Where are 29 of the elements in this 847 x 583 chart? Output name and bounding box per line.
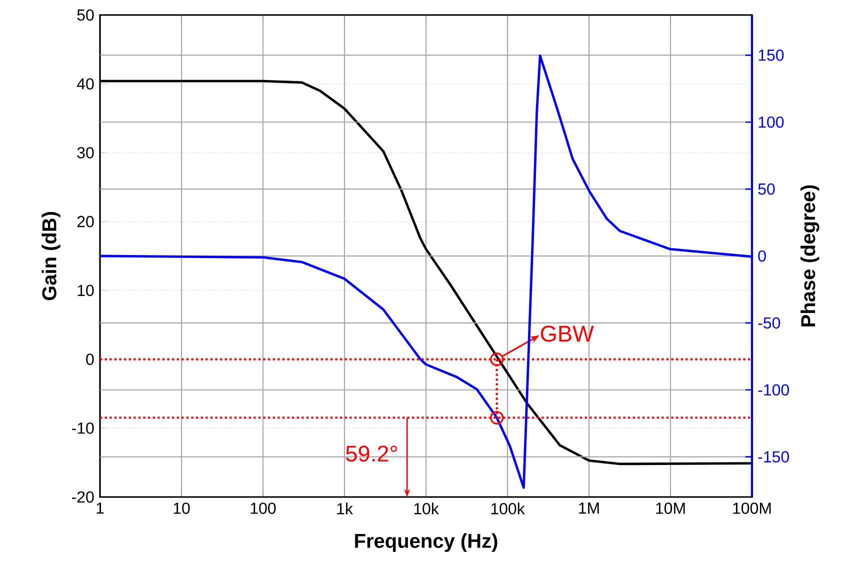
- y2-tick-label: 150: [758, 50, 784, 61]
- y-tick-label: 20: [77, 216, 94, 228]
- y2-tick-label: 100: [758, 116, 784, 128]
- x-axis-title: Frequency (Hz): [355, 533, 498, 552]
- x-tick-label: 1k: [337, 502, 353, 514]
- y2-tick-label: -150: [758, 451, 789, 462]
- y-tick-label: 10: [78, 284, 94, 296]
- y-tick-label: 40: [76, 78, 94, 90]
- y2-axis-title: Phase (degree): [800, 185, 820, 326]
- y2-tick-label: -100: [758, 384, 789, 396]
- y-tick-label: -20: [72, 491, 94, 503]
- y-tick-label: 0: [86, 354, 94, 365]
- y2-tick-label: 0: [758, 250, 766, 262]
- y-tick-label: -10: [72, 422, 94, 434]
- y2-tick-label: 50: [758, 183, 775, 195]
- x-tick-label: 100k: [491, 502, 525, 514]
- x-tick-label: 1M: [579, 502, 599, 514]
- x-tick-label: 100: [250, 502, 276, 514]
- y-tick-label: 50: [77, 9, 94, 21]
- x-tick-label: 10: [174, 502, 190, 514]
- x-tick-label: 100M: [733, 502, 771, 514]
- y-axis-title: Gain (dB): [42, 212, 60, 300]
- x-tick-label: 10M: [656, 502, 685, 514]
- annotation: 59.2°: [346, 446, 397, 462]
- x-tick-label: 1: [96, 502, 104, 514]
- y-tick-label: 30: [77, 147, 94, 158]
- y2-tick-label: -50: [758, 317, 780, 329]
- annotation: GBW: [540, 326, 594, 342]
- x-tick-label: 10k: [414, 502, 439, 514]
